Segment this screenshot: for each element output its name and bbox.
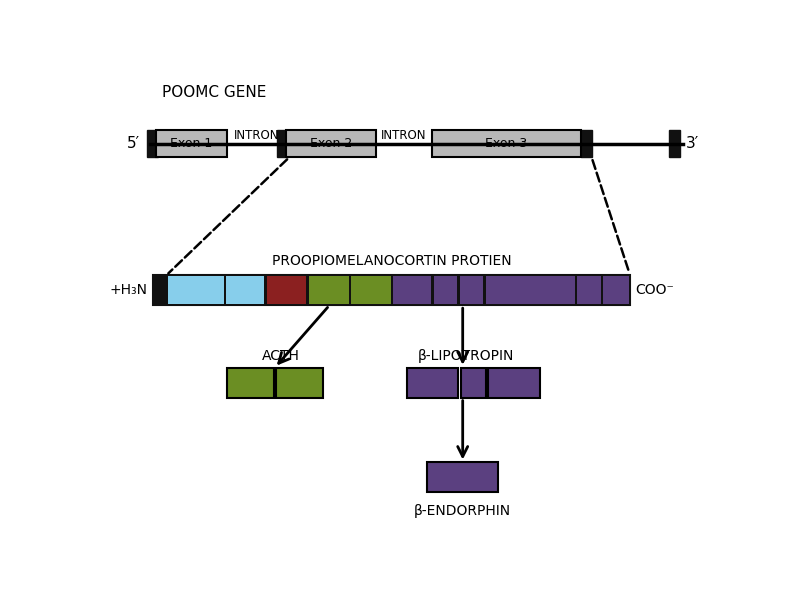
Bar — [286, 130, 376, 157]
Bar — [309, 276, 349, 304]
Bar — [578, 276, 601, 304]
Text: Exon 3: Exon 3 — [485, 137, 527, 150]
Bar — [167, 276, 224, 304]
Bar — [432, 130, 581, 157]
Text: Exon 2: Exon 2 — [310, 137, 352, 150]
Bar — [156, 130, 227, 157]
Bar — [426, 463, 498, 493]
Bar — [276, 368, 322, 398]
Text: 3′: 3′ — [686, 136, 699, 151]
Bar — [227, 368, 274, 398]
Bar — [146, 130, 158, 157]
Text: INTRON: INTRON — [381, 129, 426, 142]
Text: +H₃N: +H₃N — [110, 283, 148, 297]
Bar — [459, 276, 483, 304]
Text: PROOPIOMELANOCORTIN PROTIEN: PROOPIOMELANOCORTIN PROTIEN — [271, 254, 511, 268]
Text: β-ENDORPHIN: β-ENDORPHIN — [414, 504, 511, 518]
Text: β-LIPOTROPIN: β-LIPOTROPIN — [418, 349, 514, 363]
Bar — [581, 130, 592, 157]
Text: INTRON: INTRON — [234, 129, 279, 142]
Text: 5′: 5′ — [127, 136, 140, 151]
Bar — [407, 368, 458, 398]
Bar — [603, 276, 629, 304]
Bar — [461, 368, 486, 398]
Bar — [488, 368, 539, 398]
Bar — [277, 130, 288, 157]
Text: Exon 1: Exon 1 — [170, 137, 213, 150]
Bar — [226, 276, 264, 304]
Bar — [351, 276, 390, 304]
Bar — [154, 276, 165, 304]
Bar — [669, 130, 680, 157]
Bar — [434, 276, 457, 304]
Bar — [266, 276, 306, 304]
Text: ACTH: ACTH — [262, 349, 300, 363]
Bar — [153, 275, 630, 305]
Bar — [394, 276, 431, 304]
Text: COO⁻: COO⁻ — [635, 283, 674, 297]
Bar — [486, 276, 575, 304]
Text: POOMC GENE: POOMC GENE — [162, 85, 266, 100]
